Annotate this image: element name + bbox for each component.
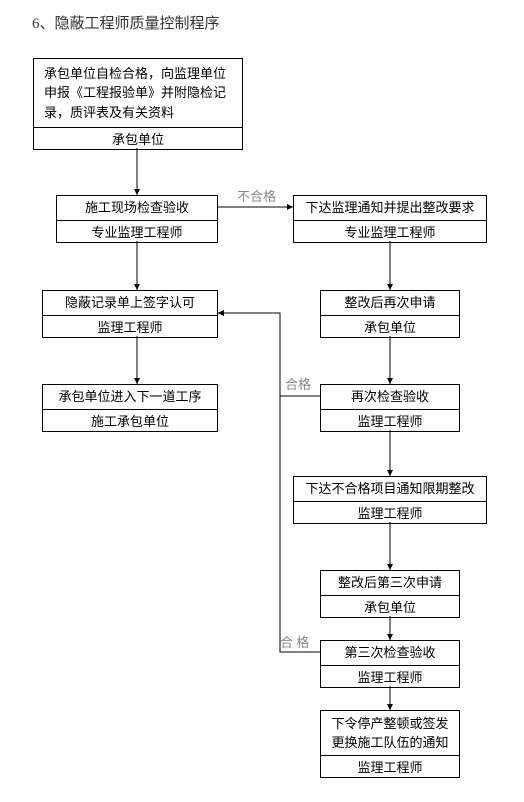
- node-sub-n8: 监理工程师: [294, 501, 486, 523]
- node-sub-n9: 承包单位: [321, 595, 459, 617]
- node-main-n8: 下达不合格项目通知限期整改: [294, 477, 486, 501]
- node-main-n3: 下达监理通知并提出整改要求: [294, 196, 486, 220]
- node-main-n9: 整改后第三次申请: [321, 571, 459, 595]
- node-sub-n7: 监理工程师: [321, 409, 459, 431]
- flow-node-n10: 第三次检查验收监理工程师: [320, 640, 460, 688]
- node-sub-n1: 承包单位: [34, 127, 242, 149]
- flow-node-n9: 整改后第三次申请承包单位: [320, 570, 460, 618]
- flow-node-n3: 下达监理通知并提出整改要求专业监理工程师: [293, 195, 487, 243]
- flow-node-n4: 隐蔽记录单上签字认可监理工程师: [42, 290, 218, 338]
- flow-node-n8: 下达不合格项目通知限期整改监理工程师: [293, 476, 487, 524]
- node-sub-n11: 监理工程师: [321, 755, 459, 777]
- node-sub-n6: 施工承包单位: [43, 409, 217, 431]
- node-main-n1: 承包单位自检合格，向监理单位申报《工程报验单》并附隐检记录，质评表及有关资料: [34, 59, 242, 127]
- node-sub-n5: 承包单位: [321, 315, 459, 337]
- flow-node-n2: 施工现场检查验收专业监理工程师: [56, 195, 218, 243]
- node-main-n11: 下令停产整顿或签发更换施工队伍的通知: [321, 711, 459, 755]
- node-main-n7: 再次检查验收: [321, 385, 459, 409]
- page-title: 6、隐蔽工程师质量控制程序: [32, 12, 220, 33]
- node-main-n2: 施工现场检查验收: [57, 196, 217, 220]
- edge-label-l3: 合 格: [280, 632, 309, 651]
- node-sub-n10: 监理工程师: [321, 665, 459, 687]
- node-main-n4: 隐蔽记录单上签字认可: [43, 291, 217, 315]
- edge-label-l2: 合格: [285, 374, 311, 393]
- flow-node-n6: 承包单位进入下一道工序施工承包单位: [42, 384, 218, 432]
- edge-label-l1: 不合格: [237, 186, 276, 205]
- node-main-n5: 整改后再次申请: [321, 291, 459, 315]
- node-sub-n2: 专业监理工程师: [57, 220, 217, 242]
- flow-node-n5: 整改后再次申请承包单位: [320, 290, 460, 338]
- node-main-n10: 第三次检查验收: [321, 641, 459, 665]
- flow-node-n1: 承包单位自检合格，向监理单位申报《工程报验单》并附隐检记录，质评表及有关资料承包…: [33, 58, 243, 150]
- node-sub-n3: 专业监理工程师: [294, 220, 486, 242]
- flow-node-n11: 下令停产整顿或签发更换施工队伍的通知监理工程师: [320, 710, 460, 778]
- flow-node-n7: 再次检查验收监理工程师: [320, 384, 460, 432]
- node-sub-n4: 监理工程师: [43, 315, 217, 337]
- node-main-n6: 承包单位进入下一道工序: [43, 385, 217, 409]
